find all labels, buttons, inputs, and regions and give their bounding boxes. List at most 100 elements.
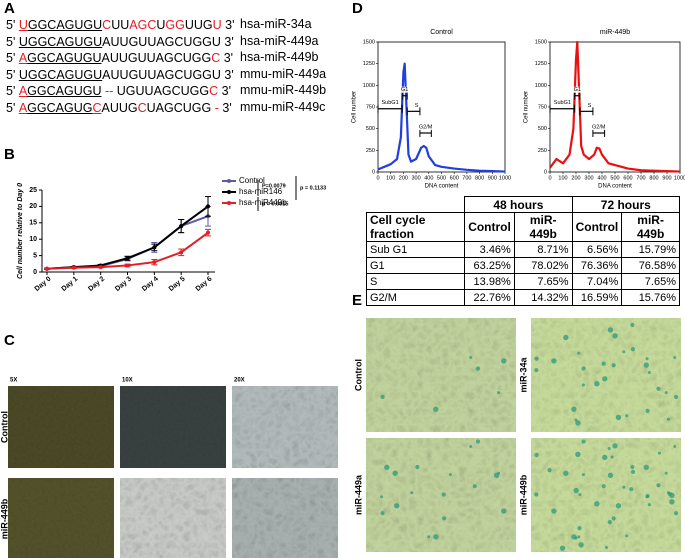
stained-cell xyxy=(501,508,507,514)
x-tick-label: Day 5 xyxy=(168,276,187,293)
mirna-name: hsa-miR-449a xyxy=(240,33,319,48)
stained-cell xyxy=(594,381,600,387)
x-tick-label: 400 xyxy=(424,175,433,181)
x-tick-label: 600 xyxy=(623,175,632,181)
table-cell: G2/M xyxy=(365,289,466,306)
stained-cell xyxy=(673,445,677,449)
table-cell: 7.04% xyxy=(571,273,623,290)
p-value: P=0.0079 xyxy=(262,183,286,189)
y-tick-label: 750 xyxy=(366,104,375,110)
stained-cell xyxy=(475,439,481,444)
panel-label: C xyxy=(4,332,15,349)
sequence-segment: AUUGUUAGCUGGU xyxy=(102,34,221,49)
stained-cell xyxy=(657,451,661,455)
x-tick-label: Day 6 xyxy=(195,276,214,293)
prime-3: 3' xyxy=(224,34,234,49)
histogram-curve xyxy=(377,62,506,173)
row-label: miR-449b xyxy=(0,498,9,539)
micrograph-texture xyxy=(120,478,226,558)
table-cell: 63.25% xyxy=(464,257,515,274)
panel-label: A xyxy=(4,0,15,17)
table-cell: 6.56% xyxy=(571,241,623,258)
prime-5: 5' xyxy=(6,18,16,32)
row-label: Control xyxy=(0,411,9,443)
stained-cell xyxy=(666,417,670,421)
x-tick-label: 0 xyxy=(548,175,551,181)
sequence-segment: GGCAGUGU xyxy=(27,51,102,65)
y-tick-label: 25 xyxy=(29,187,37,194)
column-header: Control xyxy=(571,212,623,242)
prime-3: 3' xyxy=(223,51,234,65)
stained-cell xyxy=(573,487,579,494)
stained-cell xyxy=(534,452,539,458)
gate-label: S xyxy=(588,103,592,109)
y-tick-label: 1000 xyxy=(535,83,547,89)
stained-cell xyxy=(551,358,557,364)
micrograph-texture xyxy=(8,478,114,558)
sequence-segment: C xyxy=(137,100,147,115)
prime-5: 5' xyxy=(6,84,16,98)
x-tick-label: Day 4 xyxy=(141,276,160,293)
data-point xyxy=(152,245,157,250)
x-tick-label: 1000 xyxy=(674,175,685,181)
table-cell: 76.36% xyxy=(571,257,623,274)
x-tick-label: 900 xyxy=(662,175,671,181)
gate-label: G1 xyxy=(401,87,408,93)
histogram-curve xyxy=(549,40,681,173)
mirna-name: mmu-miR-449c xyxy=(240,99,326,114)
stained-cell xyxy=(433,406,439,412)
sequence-segment: - xyxy=(211,100,219,115)
sequence-segment: AGC xyxy=(129,18,157,32)
panel-label: B xyxy=(4,146,15,163)
stained-cell xyxy=(645,357,649,361)
magnification-label: 5X xyxy=(10,378,17,384)
stained-cell xyxy=(669,499,675,505)
stained-cell xyxy=(534,492,539,497)
stained-cell xyxy=(578,542,584,548)
table-cell: 78.02% xyxy=(513,257,573,274)
data-point xyxy=(179,250,184,255)
stained-cell xyxy=(574,536,578,540)
stained-cell xyxy=(656,483,661,488)
data-point xyxy=(152,260,157,265)
stained-cell xyxy=(571,406,577,412)
stained-cell xyxy=(393,503,400,509)
table-cell xyxy=(366,196,466,213)
stained-cell xyxy=(630,469,636,474)
legend-marker xyxy=(227,179,231,183)
stained-cell xyxy=(625,534,629,538)
panel-label: D xyxy=(352,0,363,17)
column-header: miR-449b xyxy=(621,212,680,242)
sequence-segment: C xyxy=(211,51,221,65)
micrograph-texture xyxy=(366,438,516,552)
stained-cell xyxy=(379,495,383,499)
y-tick-label: 1250 xyxy=(363,61,375,67)
column-header: miR-449b xyxy=(513,212,573,242)
stained-cell xyxy=(647,503,651,507)
prime-3: 3' xyxy=(224,67,234,82)
data-point xyxy=(125,263,130,268)
micrograph-texture xyxy=(232,478,338,558)
condition-label: miR-449b xyxy=(518,474,528,515)
table-cell: 8.71% xyxy=(513,241,573,258)
data-point xyxy=(98,265,103,270)
data-point xyxy=(45,266,49,271)
table-cell: 13.98% xyxy=(464,273,515,290)
stained-cell xyxy=(594,501,600,507)
y-tick-label: 1500 xyxy=(535,39,547,45)
column-header: Control xyxy=(464,212,515,242)
stained-cell xyxy=(581,473,585,477)
sequence-segment: AUUG xyxy=(101,100,138,115)
stained-cell xyxy=(607,447,611,451)
stained-cell xyxy=(559,545,566,551)
stained-cell xyxy=(469,356,473,360)
y-tick-label: 1000 xyxy=(363,83,375,89)
stained-cell xyxy=(610,455,614,459)
panel-label: E xyxy=(352,292,363,309)
series-line xyxy=(46,231,209,270)
sequence-segment: UUG xyxy=(184,18,213,32)
group-header: 72 hours xyxy=(571,196,681,213)
stained-cell xyxy=(441,492,446,497)
stained-cell xyxy=(622,485,626,489)
